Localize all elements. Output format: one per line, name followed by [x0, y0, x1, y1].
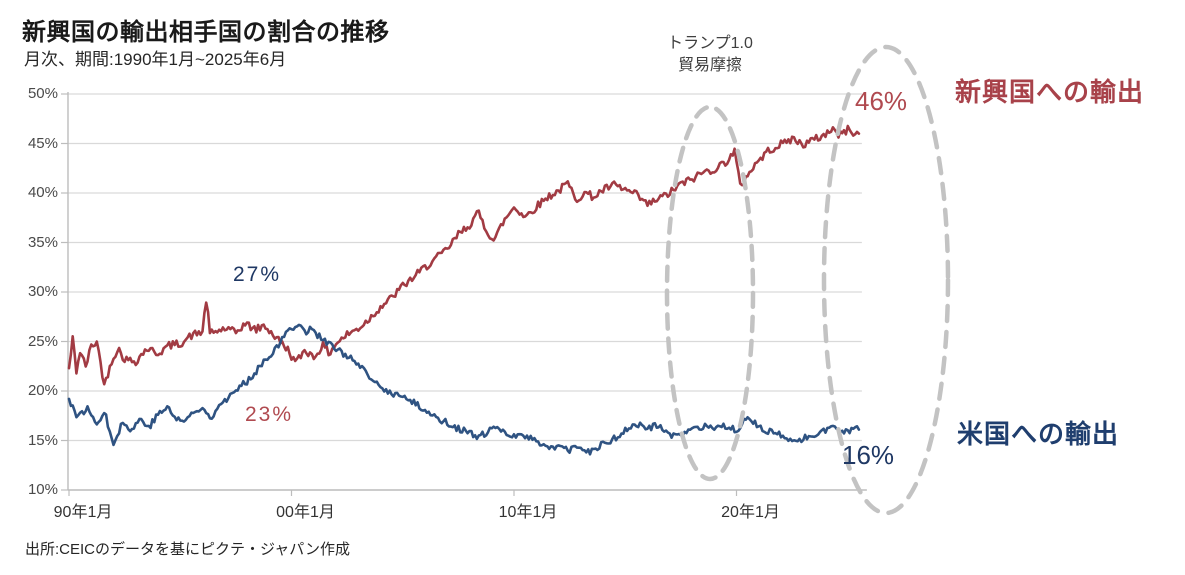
y-axis-label-40: 40%: [27, 184, 58, 201]
x-axis-label-10年1月: 10年1月: [498, 504, 558, 521]
y-axis-label-35: 35%: [27, 233, 58, 251]
trump-era-ellipse: [664, 104, 756, 482]
x-axis-label-20年1月: 20年1月: [721, 504, 780, 521]
y-axis-label-15: 15%: [27, 431, 58, 449]
trump-annotation-line2: 貿易摩擦: [677, 57, 742, 74]
source-note: 出所:CEICのデータを基にピクテ・ジャパン作成: [25, 541, 351, 558]
x-axis-label-90年1月: 90年1月: [53, 504, 113, 521]
emerging-series-label: 新興国への輸出: [955, 77, 1145, 107]
us-series-label: 米国への輸出: [957, 419, 1120, 449]
emerging-series-end-value-label: 46%: [855, 86, 908, 116]
y-axis-label-25: 25%: [27, 332, 58, 350]
latest-values-ellipse: [821, 44, 951, 516]
y-axis-label-30: 30%: [27, 283, 58, 300]
us-series-end-value-label: 16%: [842, 440, 895, 470]
trump-annotation-line1: トランプ1.0: [667, 35, 753, 52]
us-exports-line: [67, 323, 861, 456]
x-axis-label-00年1月: 00年1月: [276, 504, 335, 521]
emerging-exports-line: [67, 124, 861, 386]
us-series-peak-value-label: 27%: [233, 263, 282, 286]
chart-subtitle: 月次、期間:1990年1月~2025年6月: [24, 50, 287, 69]
emerging-series-dip-value-label: 23%: [245, 403, 294, 426]
chart-title: 新興国の輸出相手国の割合の推移: [22, 19, 390, 46]
y-axis-label-50: 50%: [27, 85, 58, 102]
y-axis-label-20: 20%: [27, 382, 58, 399]
y-axis-label-10: 10%: [27, 481, 58, 498]
trump-trade-friction-annotation: トランプ1.0 貿易摩擦: [628, 33, 792, 77]
y-axis-label-45: 45%: [27, 134, 58, 152]
